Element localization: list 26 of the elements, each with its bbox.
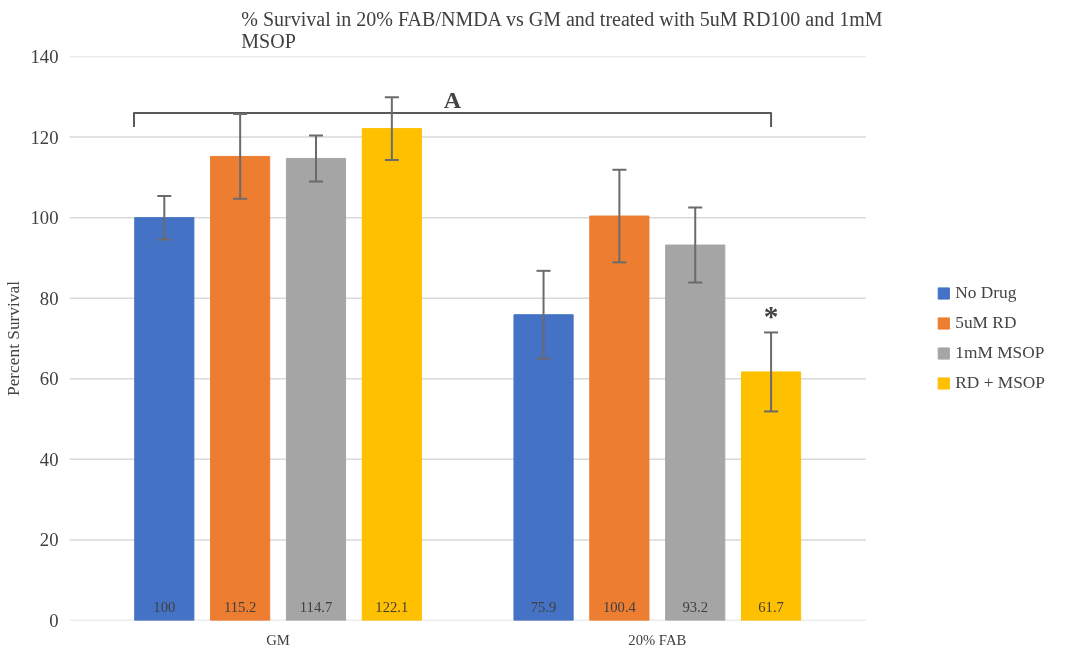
y-tick-label: 40 bbox=[39, 448, 59, 470]
data-label: 115.2 bbox=[223, 599, 257, 616]
y-tick-label: 140 bbox=[30, 46, 59, 67]
legend-label: RD + MSOP bbox=[955, 373, 1045, 393]
y-tick-label: 20 bbox=[39, 529, 59, 551]
x-tick-label: 20% FAB bbox=[628, 631, 687, 648]
y-axis-title: Percent Survival bbox=[3, 280, 23, 397]
legend-label: No Drug bbox=[955, 283, 1017, 303]
data-label: 61.7 bbox=[758, 599, 784, 616]
chart-title: % Survival in 20% FAB/NMDA vs GM and treated with 5uM RD100 and 1mM MSOP bbox=[241, 7, 883, 52]
annotation: A bbox=[443, 86, 462, 113]
y-tick-label: 0 bbox=[49, 610, 59, 631]
y-tick-label: 120 bbox=[30, 126, 59, 148]
data-label: 93.2 bbox=[682, 599, 709, 616]
y-tick-label: 80 bbox=[39, 287, 59, 309]
annotation: * bbox=[763, 300, 779, 333]
y-tick-label: 60 bbox=[39, 368, 59, 390]
data-label: 100 bbox=[153, 599, 176, 616]
data-label: 114.7 bbox=[299, 599, 333, 616]
x-tick-label: GM bbox=[266, 631, 290, 648]
data-label: 122.1 bbox=[375, 599, 409, 616]
data-label: 100.4 bbox=[602, 599, 637, 616]
y-tick-label: 100 bbox=[30, 207, 59, 229]
data-label: 75.9 bbox=[530, 599, 557, 616]
legend-label: 1mM MSOP bbox=[955, 343, 1045, 363]
legend-label: 5uM RD bbox=[955, 313, 1017, 333]
